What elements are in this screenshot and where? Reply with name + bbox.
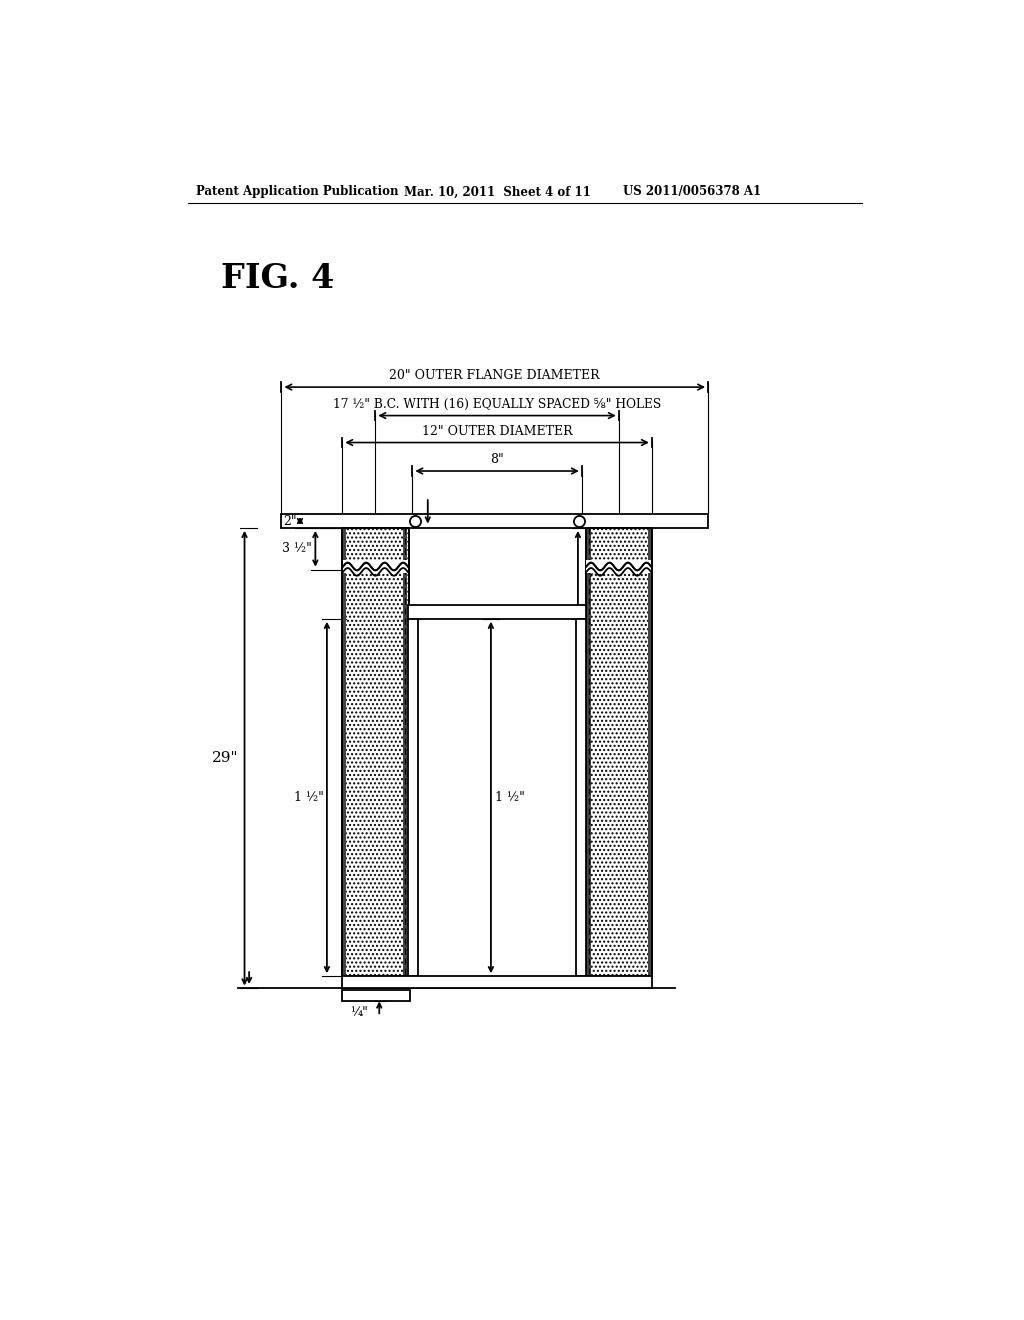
Bar xyxy=(403,528,407,977)
Text: 20" OUTER FLANGE DIAMETER: 20" OUTER FLANGE DIAMETER xyxy=(389,370,600,383)
Bar xyxy=(648,528,652,977)
Text: Mar. 10, 2011  Sheet 4 of 11: Mar. 10, 2011 Sheet 4 of 11 xyxy=(403,185,591,198)
Bar xyxy=(408,619,418,977)
Bar xyxy=(282,513,708,528)
Text: 8": 8" xyxy=(490,453,504,466)
Bar xyxy=(586,528,652,977)
Text: 29": 29" xyxy=(212,751,239,766)
Bar xyxy=(342,977,652,989)
Bar xyxy=(408,605,587,619)
Bar xyxy=(342,528,346,977)
Text: 17 ½" B.C. WITH (16) EQUALLY SPACED ⅝" HOLES: 17 ½" B.C. WITH (16) EQUALLY SPACED ⅝" H… xyxy=(333,397,662,411)
Text: 1 ½": 1 ½" xyxy=(495,791,524,804)
Text: Patent Application Publication: Patent Application Publication xyxy=(196,185,398,198)
Bar xyxy=(586,528,652,977)
Text: FIG. 4: FIG. 4 xyxy=(221,263,335,296)
Text: 2": 2" xyxy=(284,515,297,528)
Bar xyxy=(587,528,591,977)
Bar xyxy=(343,560,408,573)
Bar xyxy=(342,528,409,977)
Text: ¼": ¼" xyxy=(350,1006,368,1019)
Text: 12" OUTER DIAMETER: 12" OUTER DIAMETER xyxy=(422,425,572,438)
Bar xyxy=(577,619,587,977)
Bar xyxy=(587,560,651,573)
Text: 1 ½": 1 ½" xyxy=(294,791,324,804)
Text: 7": 7" xyxy=(587,566,604,581)
Bar xyxy=(342,528,409,977)
Bar xyxy=(342,990,410,1001)
Text: 3 ½": 3 ½" xyxy=(283,543,312,556)
Text: US 2011/0056378 A1: US 2011/0056378 A1 xyxy=(624,185,762,198)
